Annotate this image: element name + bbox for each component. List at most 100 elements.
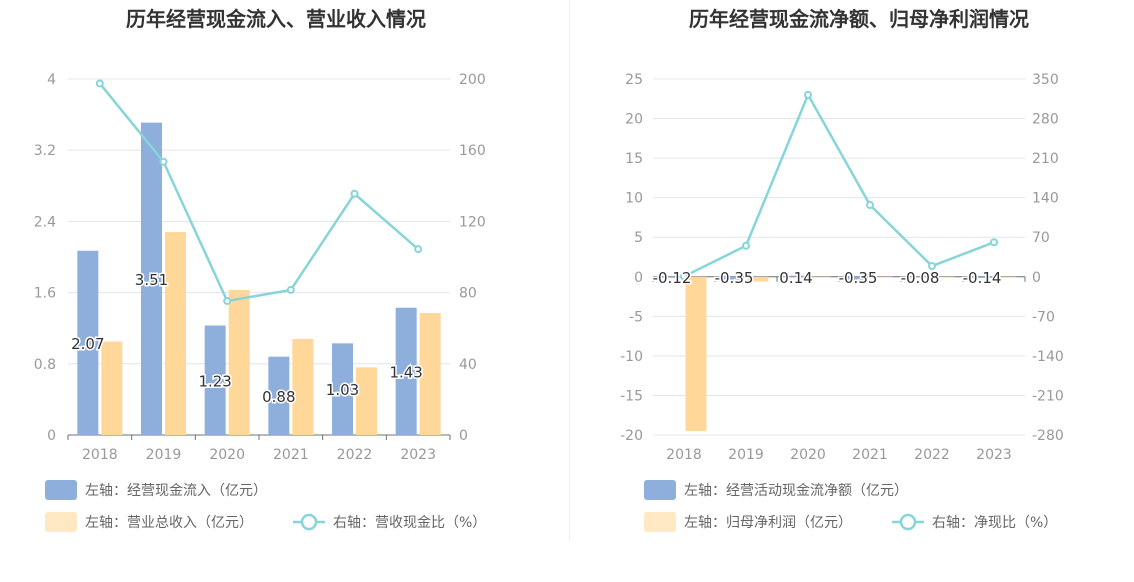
left-axis-tick-label: 0 <box>634 270 643 286</box>
right-axis-tick-label: 200 <box>459 72 486 88</box>
line-point <box>742 241 750 250</box>
left-axis-tick-label: -10 <box>620 349 643 365</box>
legend-label: 左轴：营业总收入（亿元） <box>85 515 253 531</box>
bar-secondary <box>419 313 441 435</box>
chart-title: 历年经营现金流净额、归母净利润情况 <box>689 7 1029 31</box>
left-axis-tick-label: 15 <box>625 151 643 167</box>
bar-secondary <box>933 276 955 278</box>
bar-primary <box>723 276 745 280</box>
legend-swatch <box>644 512 676 532</box>
right-axis-tick-label: -140 <box>1032 349 1064 365</box>
bar-secondary <box>871 276 893 278</box>
bar-primary <box>141 122 162 436</box>
x-axis-tick-label: 2023 <box>976 447 1012 463</box>
chart-net-cashflow-profit: 历年经营现金流净额、归母净利润情况 -20 -15 -10 -5 0 5 10 15 20 25 -2… <box>620 7 1064 532</box>
left-axis-tick-label: 20 <box>625 112 643 128</box>
left-axis-tick-label: -5 <box>629 309 643 325</box>
series-line <box>683 91 995 278</box>
bar-data-label: 3.51 <box>135 271 168 289</box>
bar-data-label: -0.14 <box>963 269 1002 287</box>
x-axis-tick-label: 2021 <box>273 447 309 463</box>
bar-primary <box>661 276 683 278</box>
right-axis-tick-label: 160 <box>459 143 486 159</box>
left-axis-tick-label: -15 <box>620 388 643 404</box>
left-axis-tick-label: 0 <box>47 428 56 444</box>
line-point <box>804 90 812 99</box>
bar-primary <box>395 307 417 435</box>
right-axis-tick-label: -280 <box>1032 428 1064 444</box>
legend-label: 左轴：经营现金流入（亿元） <box>85 483 267 499</box>
bar-primary <box>909 276 931 278</box>
right-axis-tick-label: 40 <box>459 357 477 373</box>
line-point <box>928 262 936 271</box>
line-point <box>990 238 998 247</box>
left-axis-tick-label: 4 <box>47 72 56 88</box>
line-point <box>350 189 359 198</box>
bar-secondary <box>995 276 1017 278</box>
right-axis-tick-label: 0 <box>459 428 468 444</box>
bar-secondary <box>356 367 377 435</box>
legend-label: 右轴：营收现金比（%） <box>333 515 486 531</box>
right-axis-tick-label: 350 <box>1032 72 1059 88</box>
bar-data-label: -0.08 <box>901 269 940 287</box>
left-axis-tick-label: 2.4 <box>34 214 56 230</box>
left-axis-tick-label: 1.6 <box>34 286 56 302</box>
bar-secondary <box>809 276 831 278</box>
line-point <box>159 157 168 166</box>
chart-cash-inflow-revenue: 历年经营现金流入、营业收入情况00.81.62.43.2404080120160… <box>34 7 486 532</box>
bar-secondary <box>101 341 123 435</box>
bar-secondary <box>292 338 314 435</box>
bar-data-label: 1.23 <box>198 372 231 390</box>
series-line <box>98 82 419 303</box>
x-axis-tick-label: 2021 <box>852 447 888 463</box>
bar-primary <box>77 250 99 435</box>
bar-primary <box>971 276 993 278</box>
x-axis-tick-label: 2019 <box>728 447 764 463</box>
line-point <box>866 201 874 210</box>
right-axis-tick-label: -70 <box>1032 309 1055 325</box>
bar-data-label: 0.14 <box>779 269 812 287</box>
line-point <box>414 245 423 254</box>
bar-data-label: -0.35 <box>839 269 878 287</box>
right-axis-tick-label: 70 <box>1032 230 1050 246</box>
legend-label: 右轴：净现比（%） <box>932 515 1057 531</box>
x-axis-tick-label: 2022 <box>337 447 373 463</box>
bar-data-label: 1.43 <box>389 363 422 381</box>
left-axis-tick-label: 0.8 <box>34 357 56 373</box>
legend-swatch <box>644 480 676 500</box>
legend-line-marker <box>300 513 318 531</box>
x-axis-tick-label: 2020 <box>790 447 826 463</box>
bar-data-label: -0.12 <box>653 269 692 287</box>
line-point <box>95 79 104 88</box>
line-point <box>680 272 688 281</box>
x-axis-tick-label: 2020 <box>209 447 245 463</box>
legend-line-marker <box>899 513 917 531</box>
left-axis-tick-label: 10 <box>625 191 643 207</box>
bar-primary <box>268 356 290 435</box>
chart-title: 历年经营现金流入、营业收入情况 <box>126 7 426 31</box>
left-axis-tick-label: 3.2 <box>34 143 56 159</box>
legend-label: 左轴：归母净利润（亿元） <box>684 514 852 531</box>
bar-secondary <box>685 276 707 432</box>
right-axis-tick-label: 80 <box>459 286 477 302</box>
bar-data-label: 2.07 <box>71 335 104 353</box>
x-axis-tick-label: 2018 <box>666 447 702 463</box>
x-axis-tick-label: 2018 <box>82 447 118 463</box>
left-axis-tick-label: -20 <box>620 428 643 444</box>
bar-secondary <box>228 289 250 435</box>
right-axis-tick-label: 210 <box>1032 151 1059 167</box>
line-point <box>286 285 295 294</box>
bar-data-label: -0.35 <box>715 269 754 287</box>
left-axis-tick-label: 25 <box>625 72 643 88</box>
right-axis-tick-label: 280 <box>1032 112 1059 128</box>
x-axis-tick-label: 2022 <box>914 447 950 463</box>
left-axis-tick-label: 5 <box>634 230 643 246</box>
bar-primary <box>332 343 353 435</box>
right-axis-tick-label: 140 <box>1032 191 1059 207</box>
bar-primary <box>847 276 869 280</box>
legend-swatch <box>45 480 77 500</box>
bar-primary <box>204 325 226 435</box>
x-axis-tick-label: 2023 <box>400 447 436 463</box>
bar-primary <box>785 275 807 277</box>
